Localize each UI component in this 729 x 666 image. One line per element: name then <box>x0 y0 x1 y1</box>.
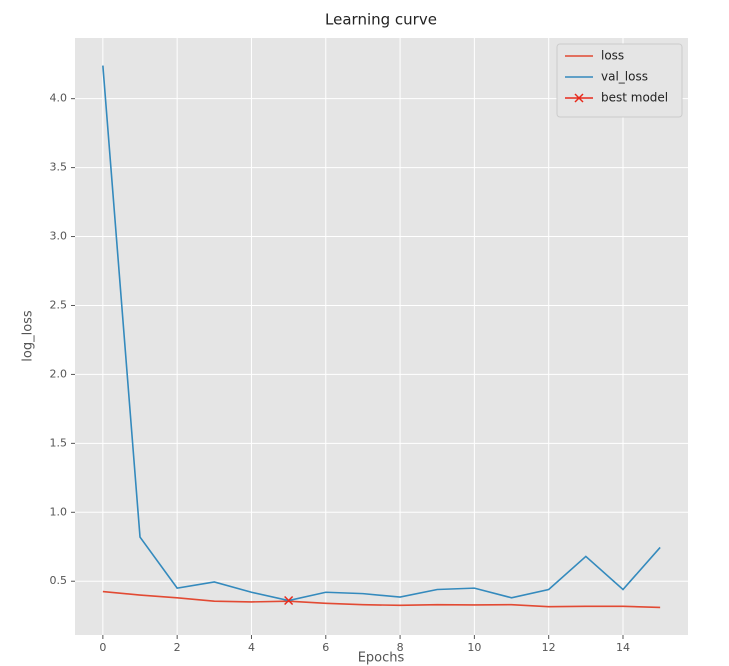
x-tick-label: 4 <box>248 641 255 654</box>
x-tick-label: 2 <box>174 641 181 654</box>
legend-label: loss <box>601 49 624 63</box>
y-tick-label: 0.5 <box>50 574 68 587</box>
line <box>102 590 661 609</box>
x-axis-label: Epochs <box>358 651 405 666</box>
y-tick-label: 3.0 <box>50 230 68 243</box>
y-tick-label: 2.0 <box>50 367 68 380</box>
line <box>102 65 661 602</box>
marker <box>284 596 294 606</box>
y-tick-label: 4.0 <box>50 92 68 105</box>
x-tick-label: 0 <box>99 641 106 654</box>
legend-marker <box>574 93 584 103</box>
plot-area <box>75 38 688 635</box>
y-tick-label: 2.5 <box>50 298 68 311</box>
y-axis-label: log_loss <box>21 310 36 362</box>
x-tick-label: 6 <box>322 641 329 654</box>
y-tick-label: 1.0 <box>50 505 68 518</box>
x-tick-label: 12 <box>542 641 556 654</box>
x-tick-label: 10 <box>467 641 481 654</box>
y-tick-label: 1.5 <box>50 436 68 449</box>
x-tick-label: 14 <box>616 641 630 654</box>
y-tick-label: 3.5 <box>50 161 68 174</box>
x-tick-label: 8 <box>397 641 404 654</box>
legend-label: best model <box>601 91 668 105</box>
chart-title: Learning curve <box>325 11 437 29</box>
legend-label: val_loss <box>601 70 648 84</box>
